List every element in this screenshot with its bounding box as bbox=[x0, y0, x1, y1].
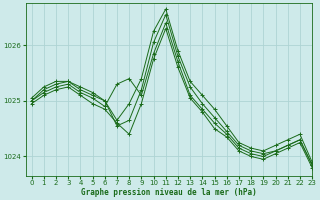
X-axis label: Graphe pression niveau de la mer (hPa): Graphe pression niveau de la mer (hPa) bbox=[81, 188, 257, 197]
